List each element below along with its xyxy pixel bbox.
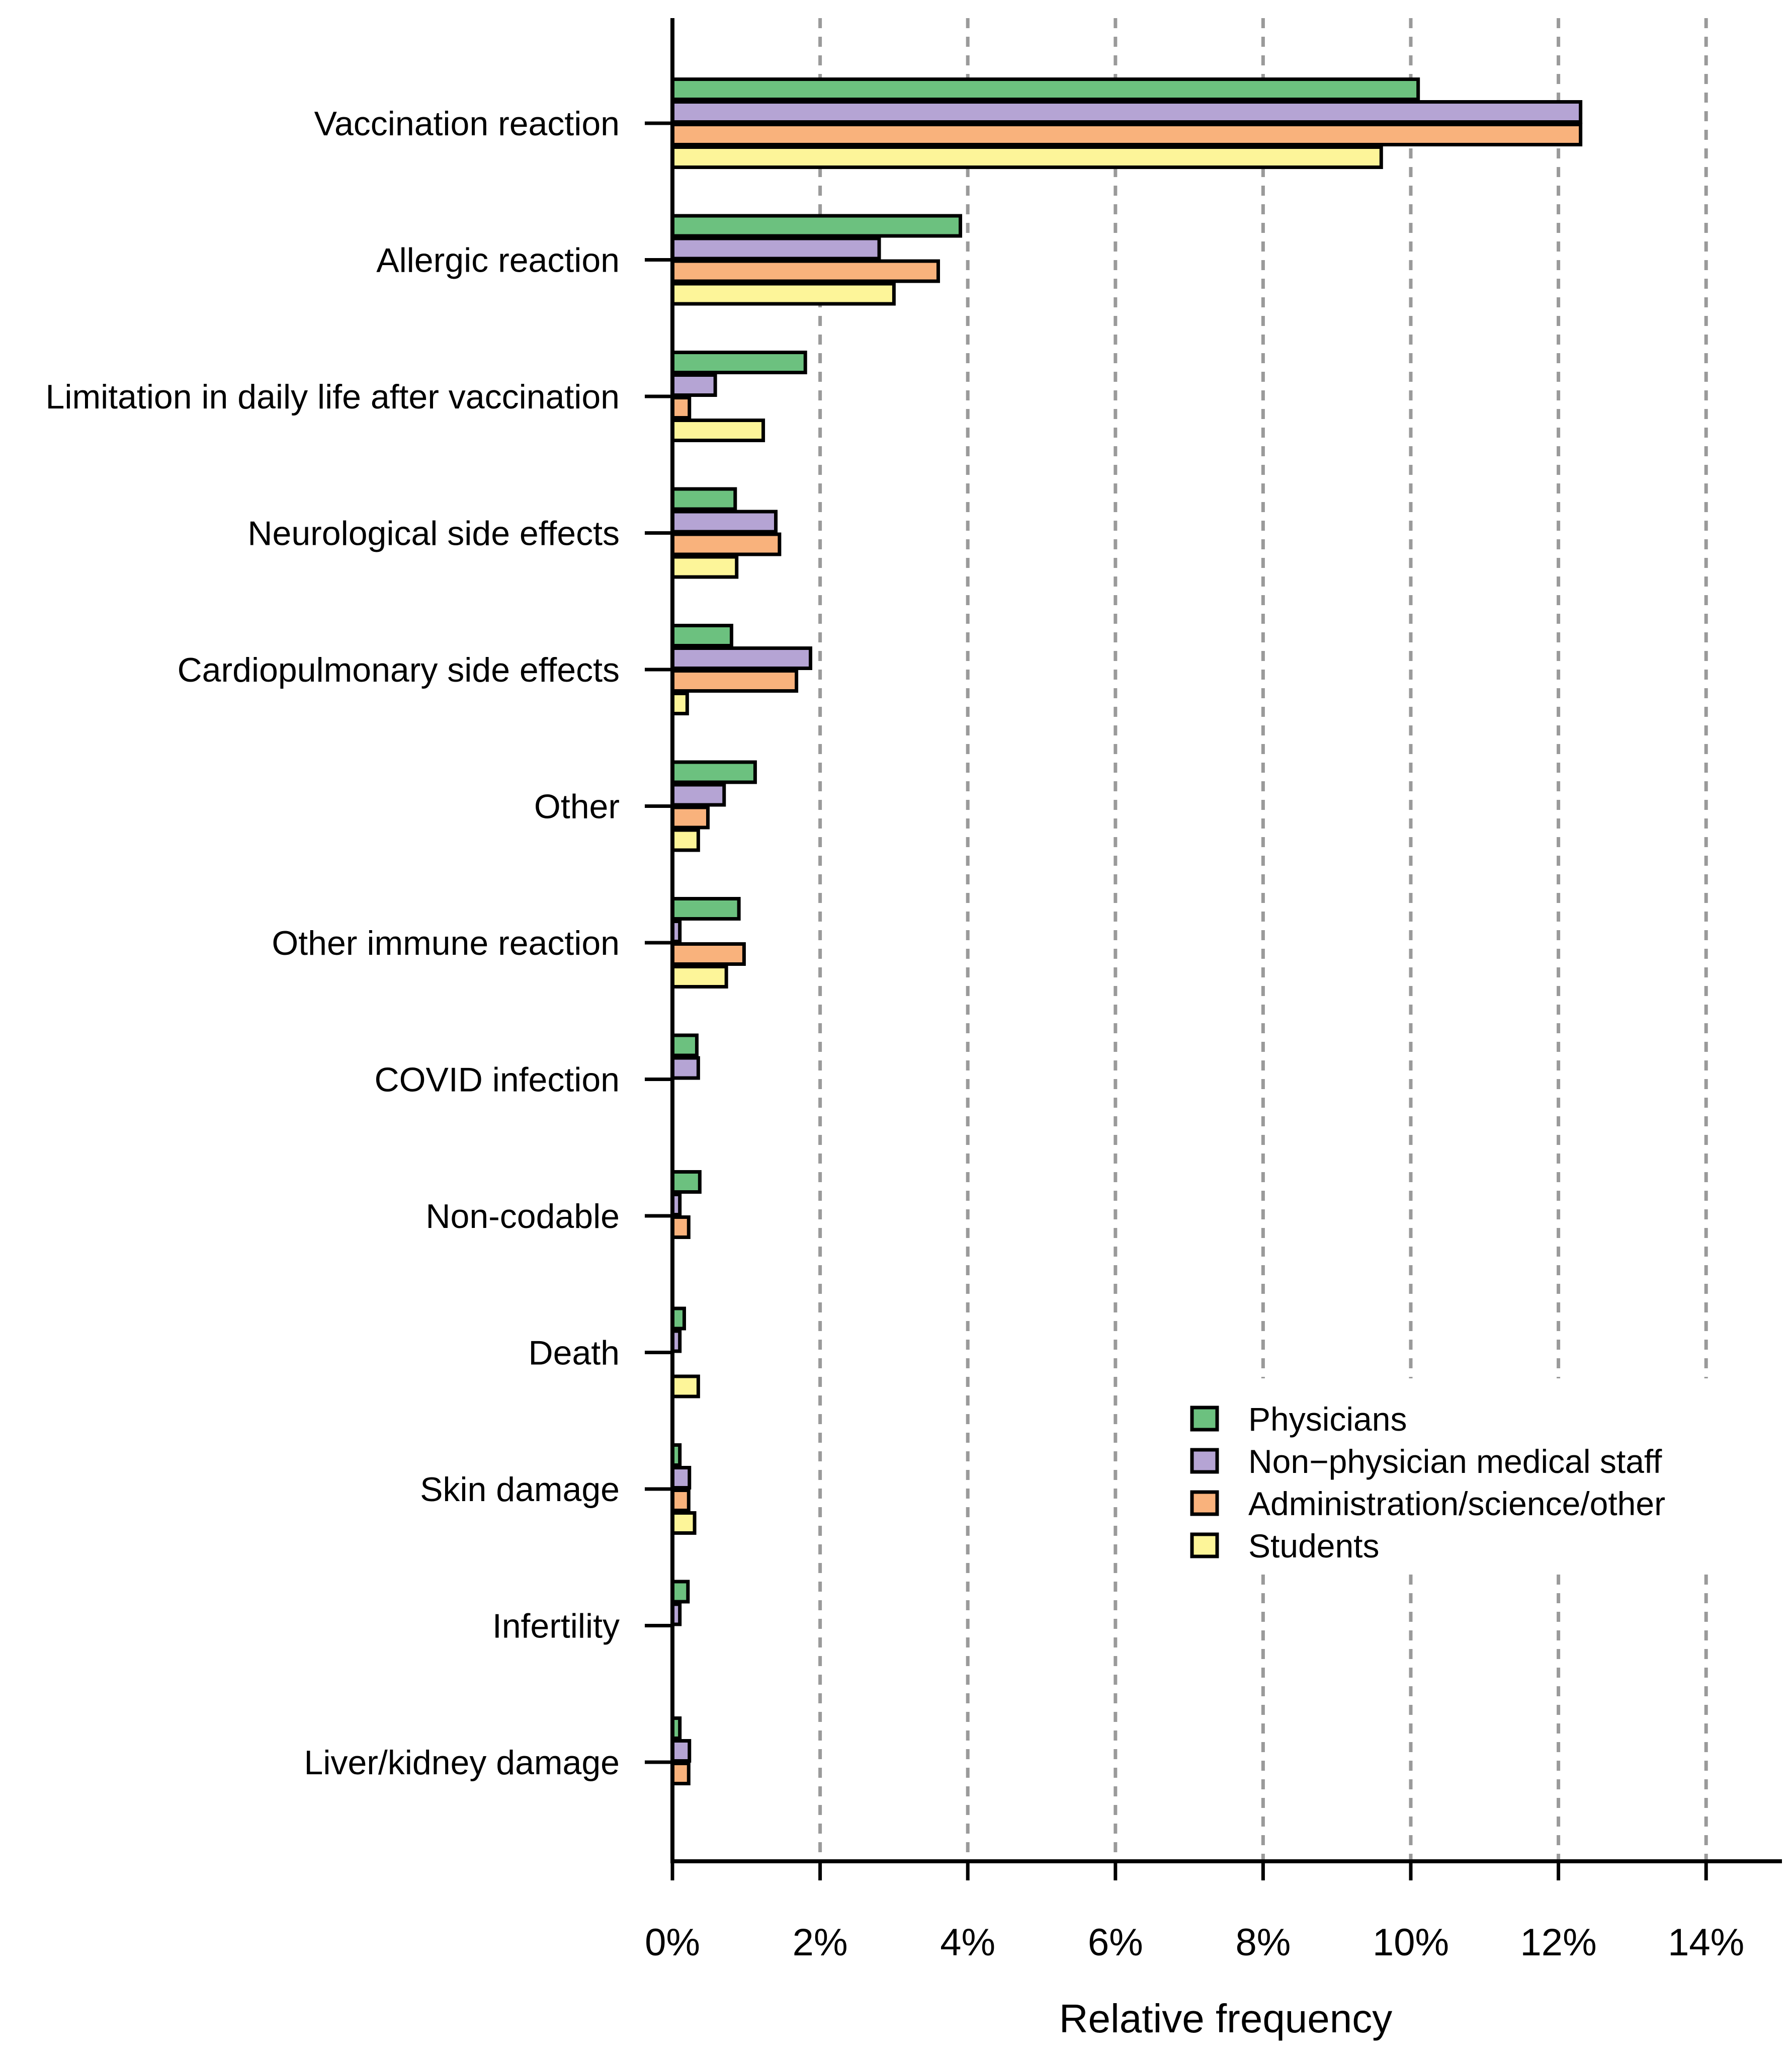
bar: [670, 282, 896, 306]
bar: [670, 373, 717, 397]
category-label: Non-codable: [425, 1197, 620, 1235]
bar: [670, 965, 728, 988]
bar: [670, 555, 739, 579]
legend-swatch: [1190, 1448, 1219, 1474]
bar: [670, 1170, 702, 1194]
category-label: Neurological side effects: [247, 515, 620, 553]
bar: [670, 646, 813, 670]
legend-label: Non−physician medical staff: [1248, 1443, 1662, 1480]
category-label: Death: [529, 1334, 620, 1372]
bar: [670, 123, 1583, 146]
bar: [670, 1215, 691, 1239]
bar: [670, 828, 700, 852]
bar: [670, 692, 689, 715]
x-tick-label: 12%: [1520, 1921, 1597, 1964]
category-labels: Vaccination reaction Allergic reaction Lim…: [46, 105, 620, 1782]
bar: [670, 897, 741, 921]
x-tick-label: 14%: [1668, 1921, 1744, 1964]
bar: [670, 805, 710, 830]
category-label: Allergic reaction: [376, 241, 620, 280]
bar: [670, 396, 692, 420]
bar: [670, 236, 881, 261]
bar: [670, 214, 963, 238]
legend-swatch: [1190, 1406, 1219, 1432]
legend: Physicians Non−physician medical staff Adm…: [1190, 1400, 1665, 1564]
x-tick-labels: 0% 2% 4% 6% 8% 10% 12% 14%: [645, 1921, 1744, 1964]
legend-swatch: [1190, 1532, 1219, 1558]
bar: [670, 351, 807, 374]
x-tick-label: 8%: [1235, 1921, 1291, 1964]
bar: [670, 487, 737, 511]
legend-label: Physicians: [1248, 1400, 1407, 1438]
legend-label: Administration/science/other: [1248, 1485, 1665, 1522]
category-label: Other immune reaction: [272, 924, 620, 962]
category-label: Skin damage: [420, 1470, 620, 1509]
bar: [670, 1466, 692, 1490]
bar: [670, 419, 765, 442]
bar: [670, 1489, 691, 1512]
bar: [670, 1033, 699, 1057]
axes: [645, 18, 1782, 1880]
bar: [670, 1511, 697, 1535]
bar: [670, 1056, 700, 1080]
category-label: COVID infection: [374, 1061, 620, 1099]
category-label: Other: [534, 788, 620, 826]
bar: [670, 760, 757, 784]
category-label: Vaccination reaction: [314, 105, 620, 143]
legend-label: Students: [1248, 1527, 1380, 1564]
bar: [670, 1374, 700, 1398]
bars: [670, 77, 1583, 1785]
bar: [670, 1580, 690, 1604]
x-tick-label: 0%: [645, 1921, 700, 1964]
bar: [670, 783, 726, 807]
bar: [670, 624, 733, 647]
x-tick-label: 2%: [793, 1921, 848, 1964]
category-label: Infertility: [492, 1607, 620, 1645]
bar: [670, 145, 1383, 169]
bar: [670, 1762, 691, 1785]
x-tick-label: 6%: [1088, 1921, 1143, 1964]
x-tick-label: 4%: [940, 1921, 995, 1964]
bar: [670, 942, 746, 966]
bar: [670, 259, 940, 283]
bar: [670, 669, 799, 693]
category-label: Limitation in daily life after vaccinati…: [46, 378, 620, 416]
bar: [670, 532, 782, 556]
category-label: Liver/kidney damage: [304, 1744, 620, 1782]
x-axis-title: Relative frequency: [1059, 1996, 1393, 2041]
x-tick-label: 10%: [1373, 1921, 1449, 1964]
category-label: Cardiopulmonary side effects: [178, 651, 620, 689]
grid-lines: [818, 18, 1708, 1861]
bar: [670, 510, 778, 534]
bar: [670, 100, 1583, 124]
bar: [670, 1739, 692, 1763]
legend-swatch: [1190, 1490, 1219, 1516]
bar: [670, 77, 1420, 101]
